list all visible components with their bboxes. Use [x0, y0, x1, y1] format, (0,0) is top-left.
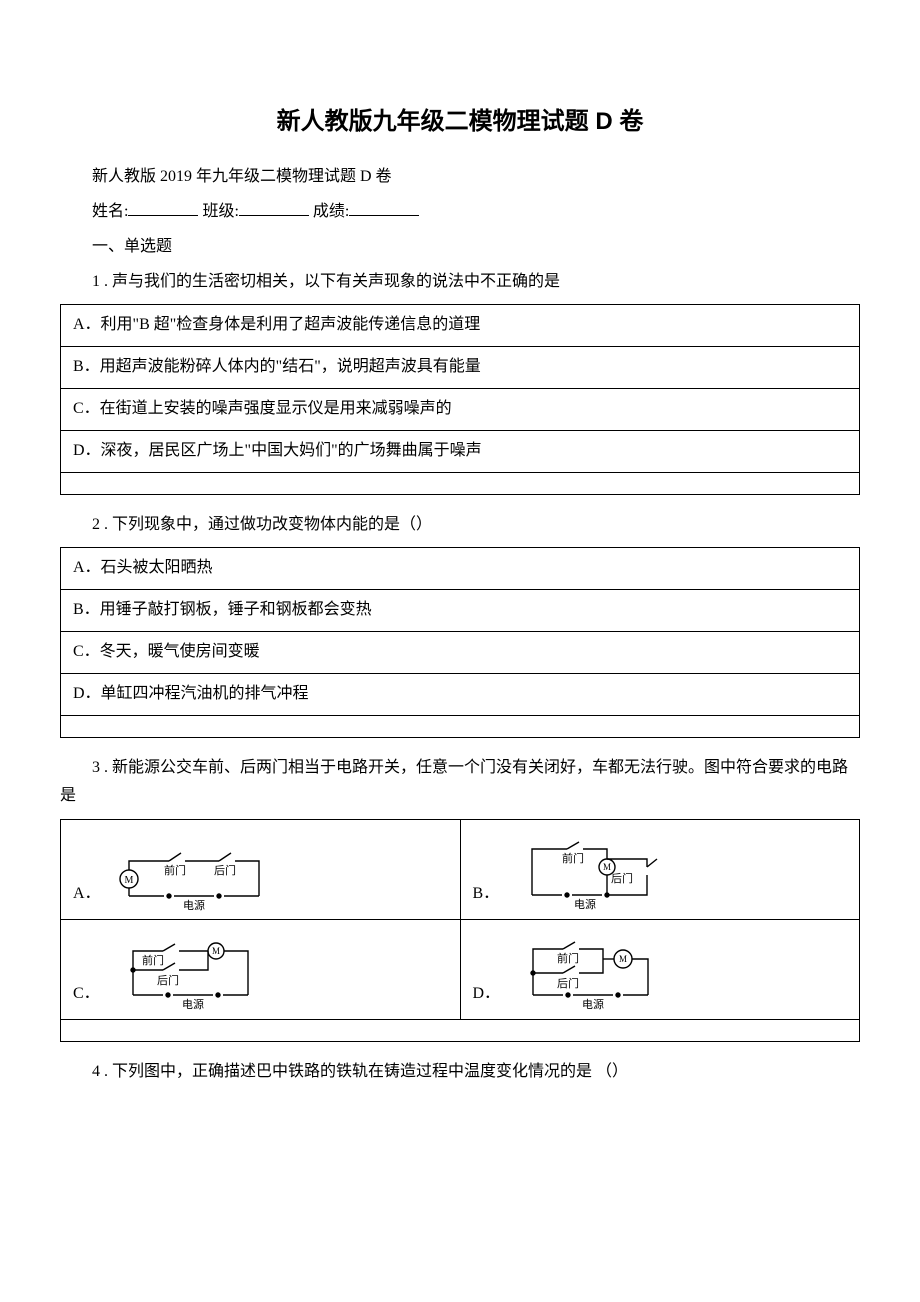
svg-text:M: M — [212, 946, 220, 956]
circuit-diagram-c: M 前门 后门 电源 — [108, 937, 278, 1013]
q3-stem: 3 . 新能源公交车前、后两门相当于电路开关，任意一个门没有关闭好，车都无法行驶… — [60, 754, 860, 812]
q1-option-b: B．用超声波能粉碎人体内的"结石"，说明超声波具有能量 — [61, 347, 860, 389]
form-line: 姓名: 班级: 成绩: — [60, 198, 860, 227]
svg-text:前门: 前门 — [164, 863, 186, 877]
svg-text:M: M — [124, 875, 133, 886]
svg-text:后门: 后门 — [157, 973, 179, 987]
q3-cell-c: C． — [61, 920, 461, 1020]
circuit-diagram-b: M 前门 后门 电源 — [507, 837, 677, 913]
class-label: 班级: — [202, 203, 238, 220]
svg-text:电源: 电源 — [574, 897, 596, 911]
q2-stem: 2 . 下列现象中，通过做功改变物体内能的是（） — [60, 511, 860, 540]
q1-option-d: D．深夜，居民区广场上"中国大妈们"的广场舞曲属于噪声 — [61, 430, 860, 472]
q1-empty-row — [61, 472, 860, 494]
score-blank — [349, 200, 419, 216]
q3-cell-b: B． — [460, 820, 860, 920]
subtitle: 新人教版 2019 年九年级二模物理试题 D 卷 — [60, 163, 860, 192]
page-title: 新人教版九年级二模物理试题 D 卷 — [60, 100, 860, 143]
q1-stem: 1 . 声与我们的生活密切相关，以下有关声现象的说法中不正确的是 — [60, 268, 860, 297]
q3-label-a: A． — [73, 880, 101, 913]
circuit-diagram-a: M 前门 后门 电源 — [109, 841, 279, 913]
q3-empty-row — [61, 1020, 860, 1042]
svg-text:电源: 电源 — [182, 997, 204, 1011]
svg-text:前门: 前门 — [562, 851, 584, 865]
q4-stem: 4 . 下列图中，正确描述巴中铁路的铁轨在铸造过程中温度变化情况的是 （） — [60, 1058, 860, 1087]
q3-label-b: B． — [473, 880, 500, 913]
q1-option-a: A．利用"B 超"检查身体是利用了超声波能传递信息的道理 — [61, 305, 860, 347]
class-blank — [239, 200, 309, 216]
q2-options-table: A．石头被太阳晒热 B．用锤子敲打钢板，锤子和钢板都会变热 C．冬天，暖气使房间… — [60, 547, 860, 737]
score-label: 成绩: — [313, 203, 349, 220]
svg-text:前门: 前门 — [142, 953, 164, 967]
svg-text:前门: 前门 — [557, 951, 579, 965]
q3-circuit-table: A． — [60, 819, 860, 1042]
document-content: 新人教版九年级二模物理试题 D 卷 新人教版 2019 年九年级二模物理试题 D… — [60, 100, 860, 1087]
q3-cell-d: D． — [460, 920, 860, 1020]
circuit-diagram-d: M 前门 后门 电源 — [508, 937, 678, 1013]
section-heading: 一、单选题 — [60, 233, 860, 262]
q1-options-table: A．利用"B 超"检查身体是利用了超声波能传递信息的道理 B．用超声波能粉碎人体… — [60, 304, 860, 494]
name-blank — [128, 200, 198, 216]
svg-text:电源: 电源 — [582, 997, 604, 1011]
q3-label-d: D． — [473, 980, 501, 1013]
q2-option-b: B．用锤子敲打钢板，锤子和钢板都会变热 — [61, 590, 860, 632]
svg-text:M: M — [603, 862, 611, 872]
q2-option-a: A．石头被太阳晒热 — [61, 548, 860, 590]
q2-option-c: C．冬天，暖气使房间变暖 — [61, 631, 860, 673]
q3-cell-a: A． — [61, 820, 461, 920]
svg-text:电源: 电源 — [183, 898, 205, 912]
svg-text:后门: 后门 — [557, 976, 579, 990]
q1-option-c: C．在街道上安装的噪声强度显示仪是用来减弱噪声的 — [61, 388, 860, 430]
q3-label-c: C． — [73, 980, 100, 1013]
name-label: 姓名: — [92, 203, 128, 220]
svg-text:后门: 后门 — [611, 871, 633, 885]
svg-text:M: M — [619, 954, 627, 964]
svg-text:后门: 后门 — [214, 863, 236, 877]
q2-option-d: D．单缸四冲程汽油机的排气冲程 — [61, 673, 860, 715]
q2-empty-row — [61, 715, 860, 737]
